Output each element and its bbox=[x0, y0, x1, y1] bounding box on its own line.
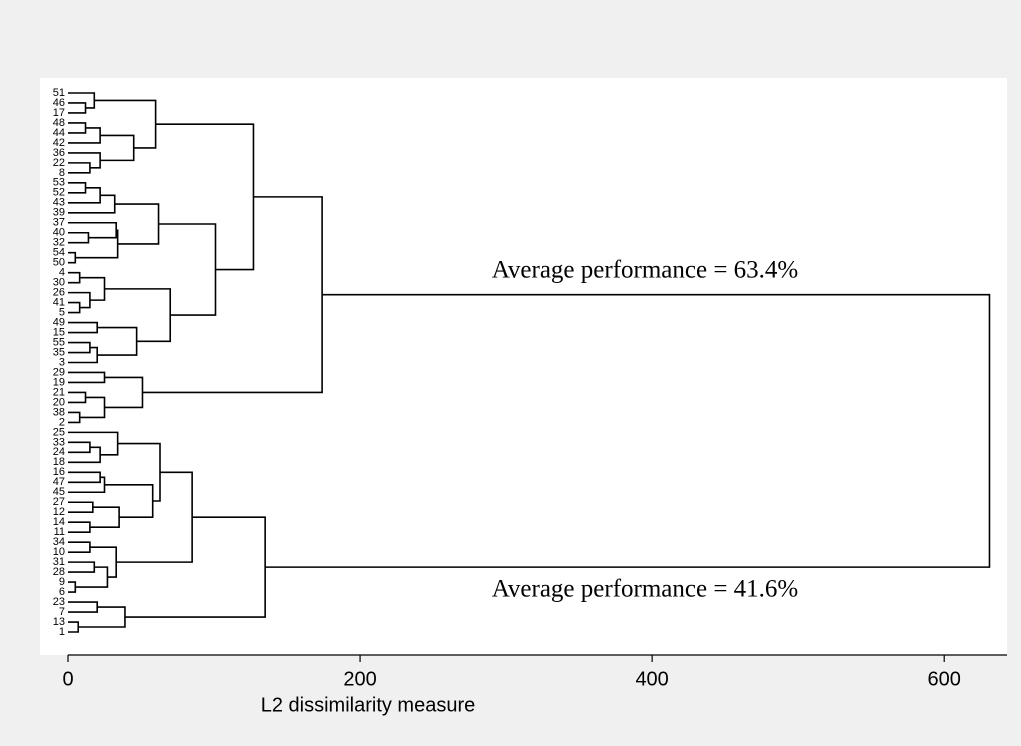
dendrogram-link bbox=[68, 581, 77, 593]
leaf-label: 48 bbox=[53, 117, 65, 129]
leaf-label: 23 bbox=[53, 596, 65, 608]
leaf-label: 53 bbox=[53, 177, 65, 189]
leaf-label: 42 bbox=[53, 137, 65, 149]
leaf-label: 52 bbox=[53, 187, 65, 199]
leaf-label: 45 bbox=[53, 486, 65, 498]
leaf-label: 40 bbox=[53, 227, 65, 239]
dendrogram-link bbox=[100, 134, 135, 162]
leaf-label: 17 bbox=[53, 107, 65, 119]
x-tick-label: 600 bbox=[928, 668, 961, 690]
leaf-label: 24 bbox=[53, 446, 65, 458]
leaf-label: 20 bbox=[53, 396, 65, 408]
dendrogram-link bbox=[104, 376, 144, 409]
leaf-label: 50 bbox=[53, 257, 65, 269]
leaf-label: 3 bbox=[59, 356, 65, 368]
leaf-label: 37 bbox=[53, 217, 65, 229]
dendrogram-link bbox=[97, 326, 138, 356]
leaf-label: 4 bbox=[59, 267, 65, 279]
dendrogram-link bbox=[114, 203, 160, 245]
dendrogram-link bbox=[75, 566, 109, 588]
x-tick-label: 200 bbox=[343, 668, 376, 690]
leaf-label: 46 bbox=[53, 97, 65, 109]
leaf-label: 10 bbox=[53, 546, 65, 558]
dendrogram-link bbox=[68, 122, 87, 134]
plot-area bbox=[40, 78, 1007, 655]
leaf-label: 54 bbox=[53, 247, 65, 259]
leaf-label: 27 bbox=[53, 496, 65, 508]
dendrogram-link bbox=[68, 102, 87, 114]
dendrogram-link bbox=[68, 291, 91, 309]
dendrogram-link bbox=[68, 346, 99, 364]
dendrogram-link bbox=[68, 601, 99, 613]
leaf-label: 1 bbox=[59, 626, 65, 638]
leaf-label: 43 bbox=[53, 197, 65, 209]
x-axis-label: L2 dissimilarity measure bbox=[261, 694, 476, 716]
leaf-label: 21 bbox=[53, 386, 65, 398]
leaf-label: 16 bbox=[53, 466, 65, 478]
leaf-label: 13 bbox=[53, 616, 65, 628]
leaf-label: 55 bbox=[53, 336, 65, 348]
x-tick-label: 400 bbox=[635, 668, 668, 690]
leaf-label: 22 bbox=[53, 157, 65, 169]
x-tick-label: 0 bbox=[62, 668, 73, 690]
leaf-label: 15 bbox=[53, 326, 65, 338]
dendrogram-link bbox=[116, 471, 193, 563]
dendrogram-link bbox=[68, 221, 117, 239]
dendrogram-link bbox=[89, 546, 117, 578]
dendrogram-link bbox=[68, 182, 87, 194]
leaf-label: 38 bbox=[53, 406, 65, 418]
dendrogram-link bbox=[68, 162, 91, 174]
leaf-label: 12 bbox=[53, 506, 65, 518]
dendrogram-link bbox=[78, 606, 126, 628]
leaf-label: 9 bbox=[59, 576, 65, 588]
leaf-label: 31 bbox=[53, 556, 65, 568]
leaf-label: 32 bbox=[53, 237, 65, 249]
leaf-label: 2 bbox=[59, 416, 65, 428]
dendrogram-link bbox=[124, 516, 266, 618]
leaf-label: 49 bbox=[53, 316, 65, 328]
leaf-label: 34 bbox=[53, 536, 65, 548]
dendrogram-link bbox=[68, 521, 91, 533]
leaf-label: 41 bbox=[53, 297, 65, 309]
leaf-label: 19 bbox=[53, 376, 65, 388]
leaf-label: 18 bbox=[53, 456, 65, 468]
annotation: Average performance = 63.4% bbox=[492, 257, 799, 284]
leaf-label: 14 bbox=[53, 516, 65, 528]
leaf-label: 11 bbox=[54, 526, 65, 538]
dendrogram-link bbox=[68, 251, 77, 264]
leaf-label: 5 bbox=[59, 306, 65, 318]
leaf-label: 33 bbox=[53, 436, 65, 448]
dendrogram-link bbox=[68, 301, 81, 314]
dendrogram-link bbox=[68, 391, 87, 404]
annotation: Average performance = 41.6% bbox=[492, 576, 799, 603]
leaf-label: 6 bbox=[59, 586, 65, 598]
leaf-label: 7 bbox=[59, 606, 65, 618]
dendrogram-link bbox=[68, 411, 81, 424]
leaf-label: 28 bbox=[53, 566, 65, 578]
leaf-label: 36 bbox=[53, 147, 65, 159]
leaf-label: 29 bbox=[53, 366, 65, 378]
dendrogram-link bbox=[68, 271, 81, 284]
leaf-label: 26 bbox=[53, 287, 65, 299]
dendrogram-link bbox=[68, 541, 91, 553]
leaf-label: 39 bbox=[53, 207, 65, 219]
dendrogram-link bbox=[68, 321, 99, 334]
dendrogram-link bbox=[155, 123, 255, 271]
leaf-label: 47 bbox=[53, 476, 65, 488]
leaf-label: 51 bbox=[53, 87, 65, 99]
dendrogram-link bbox=[265, 293, 991, 568]
leaf-label: 30 bbox=[53, 277, 65, 289]
dendrogram-link bbox=[68, 341, 91, 354]
dendrogram-link bbox=[68, 501, 94, 514]
leaf-label: 8 bbox=[59, 167, 65, 179]
dendrogram-link bbox=[68, 441, 91, 454]
leaf-label: 35 bbox=[53, 346, 65, 358]
leaf-label: 25 bbox=[53, 426, 65, 438]
leaf-label: 44 bbox=[53, 127, 65, 139]
